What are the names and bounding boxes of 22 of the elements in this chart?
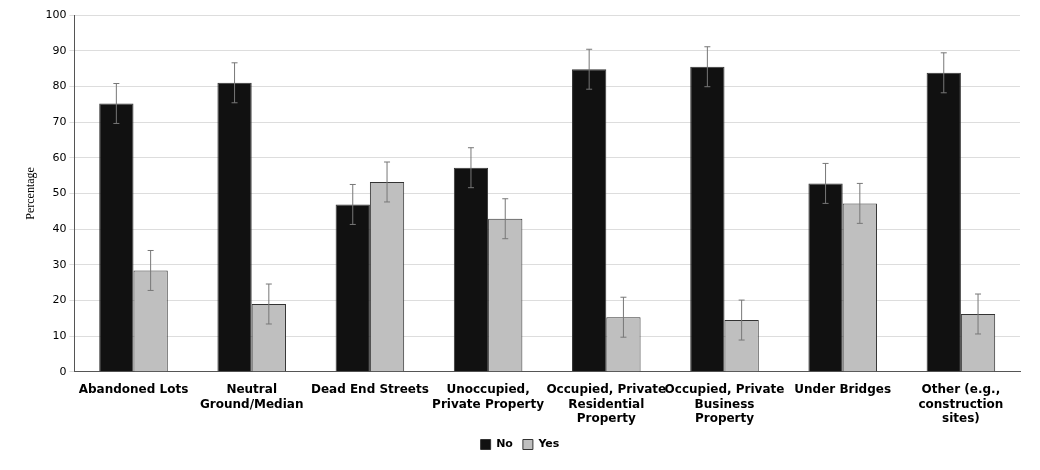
legend-label: No: [496, 437, 514, 451]
y-tick-label: 10: [52, 328, 67, 342]
x-tick-label: Abandoned Lots: [78, 382, 189, 397]
legend-label: Yes: [537, 437, 560, 451]
y-tick-label: 30: [52, 257, 67, 271]
y-tick-label: 40: [52, 221, 67, 235]
y-tick-label: 50: [52, 186, 67, 200]
x-tick-label: Occupied, Private Residential Property: [546, 382, 667, 425]
x-tick-label: Under Bridges: [794, 382, 892, 397]
x-tick-label: Other (e.g., construction sites): [918, 382, 1004, 425]
y-axis-title: Percentage: [23, 167, 38, 220]
y-tick-label: 60: [52, 150, 67, 164]
y-tick-label: 100: [45, 7, 67, 21]
y-tick-label: 90: [52, 43, 67, 57]
y-tick-label: 0: [59, 364, 67, 378]
x-tick-label: Unoccupied, Private Property: [432, 382, 545, 411]
x-tick-label: Dead End Streets: [310, 382, 429, 397]
y-tick-label: 20: [52, 293, 67, 307]
x-tick-label: Neutral Ground/Median: [199, 382, 304, 411]
y-tick-label: 80: [52, 79, 67, 93]
y-tick-label: 70: [52, 114, 67, 128]
x-tick-label: Occupied, Private Business Property: [664, 382, 785, 425]
